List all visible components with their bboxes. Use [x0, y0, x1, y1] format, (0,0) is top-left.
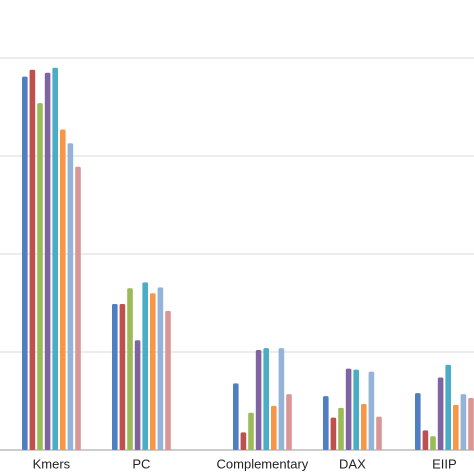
- bar: [240, 432, 247, 450]
- bar: [460, 394, 467, 450]
- bar: [67, 143, 74, 450]
- bar: [278, 348, 285, 450]
- bar: [142, 282, 148, 450]
- bar: [422, 430, 429, 450]
- bar: [445, 364, 451, 450]
- bar: [345, 368, 352, 450]
- bar: [75, 166, 81, 450]
- bar: [286, 394, 292, 450]
- bar: [233, 383, 239, 450]
- bar: [165, 310, 171, 450]
- bar: [271, 405, 277, 450]
- bar: [119, 303, 126, 450]
- bar: [150, 293, 156, 450]
- bar: [468, 398, 474, 450]
- bar: [37, 103, 43, 450]
- bar: [330, 417, 337, 450]
- bar: [157, 287, 164, 450]
- x-tick-label: DAX: [339, 456, 366, 471]
- bar: [127, 288, 133, 450]
- bar: [29, 69, 36, 450]
- x-tick-label: Complementary: [217, 456, 309, 471]
- bar: [60, 129, 66, 451]
- bar: [453, 404, 459, 450]
- bar: [323, 396, 329, 450]
- bar: [368, 371, 375, 450]
- bar: [353, 369, 359, 450]
- bar: [22, 76, 28, 451]
- x-tick-label: PC: [132, 456, 150, 471]
- bar: [52, 67, 58, 451]
- bar: [248, 412, 254, 450]
- bar: [134, 340, 141, 450]
- bar: [263, 348, 269, 450]
- bar: [430, 436, 436, 450]
- bar: [437, 377, 444, 450]
- bar: [44, 72, 51, 450]
- x-tick-label: Kmers: [33, 456, 71, 471]
- bar: [338, 407, 344, 450]
- bar: [361, 403, 367, 450]
- bar: [112, 303, 118, 450]
- bar: [415, 393, 421, 450]
- x-tick-label: EIIP: [432, 456, 457, 471]
- bar: [255, 350, 262, 450]
- bar: [376, 416, 382, 450]
